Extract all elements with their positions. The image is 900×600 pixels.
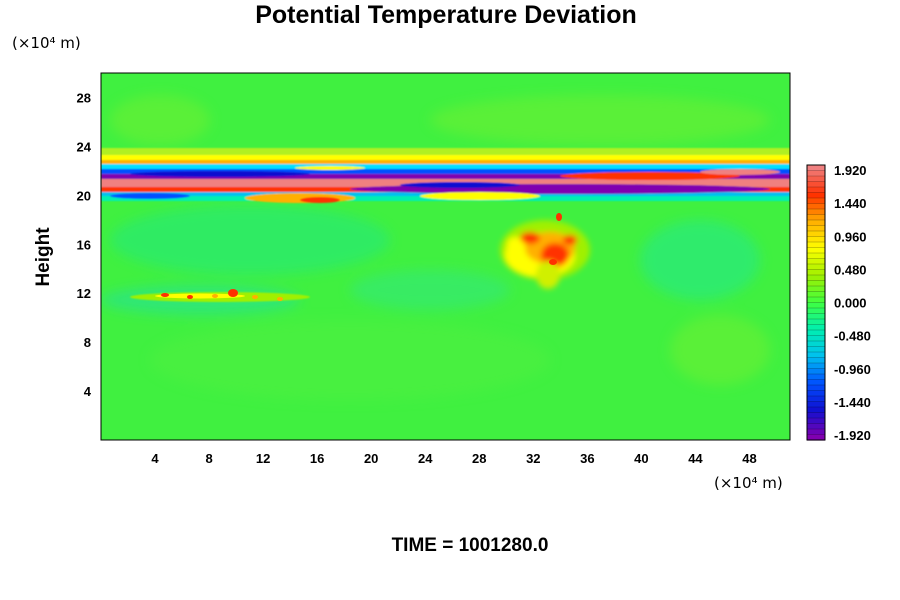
colorbar-step	[807, 280, 825, 287]
colorbar-step	[807, 165, 825, 172]
colorbar-step	[807, 357, 825, 364]
warm-line	[130, 289, 310, 302]
x-tick-label: 44	[688, 451, 703, 466]
colorbar-step	[807, 429, 825, 436]
colorbar-step	[807, 258, 825, 265]
x-tick-label: 24	[418, 451, 433, 466]
colorbar-step	[807, 264, 825, 271]
colorbar-step	[807, 390, 825, 397]
colorbar-step	[807, 374, 825, 381]
y-tick-label: 16	[77, 237, 91, 252]
colorbar-frame	[806, 164, 826, 441]
colorbar-step	[807, 286, 825, 293]
x-tick-label: 28	[472, 451, 486, 466]
colorbar-step	[807, 203, 825, 210]
plot-frame	[100, 72, 791, 441]
colorbar-step	[807, 209, 825, 216]
colorbar-step	[807, 275, 825, 282]
colorbar-step	[807, 385, 825, 392]
colorbar-label: -0.480	[834, 329, 871, 344]
warm-plume	[500, 213, 590, 289]
colorbar-step	[807, 302, 825, 309]
colorbar-step	[807, 396, 825, 403]
colorbar-step	[807, 401, 825, 408]
colorbar-step	[807, 192, 825, 199]
x-tick-label: 48	[742, 451, 756, 466]
colorbar-step	[807, 324, 825, 331]
ambient-patches	[101, 95, 770, 400]
colorbar-step	[807, 176, 825, 183]
x-tick-label: 4	[151, 451, 159, 466]
colorbar-label: -1.440	[834, 395, 871, 410]
colorbar-step	[807, 412, 825, 419]
colorbar-step	[807, 220, 825, 227]
x-tick-label: 16	[310, 451, 324, 466]
colorbar-label: -1.920	[834, 428, 871, 443]
colorbar-step	[807, 434, 825, 441]
x-axis-unit: (×10⁴ m)	[714, 474, 783, 492]
colorbar-step	[807, 236, 825, 243]
x-tick-label: 8	[205, 451, 212, 466]
colorbar-label: 0.480	[834, 262, 867, 277]
colorbar-label: 0.000	[834, 296, 867, 311]
colorbar-step	[807, 242, 825, 249]
colorbar-step	[807, 247, 825, 254]
colorbar-step	[807, 253, 825, 260]
colorbar-label: -0.960	[834, 362, 871, 377]
colorbar-step	[807, 198, 825, 205]
colorbar-step	[807, 231, 825, 238]
x-tick-label: 12	[256, 451, 270, 466]
colorbar-step	[807, 352, 825, 359]
colorbar-step	[807, 335, 825, 342]
y-axis: 4 8 12 16 20 24 28	[77, 90, 92, 399]
colorbar-label: 0.960	[834, 229, 867, 244]
colorbar-step	[807, 346, 825, 353]
colorbar-step	[807, 368, 825, 375]
x-tick-label: 36	[580, 451, 594, 466]
colorbar-step	[807, 407, 825, 414]
colorbar-label: 1.440	[834, 196, 867, 211]
colorbar-step	[807, 379, 825, 386]
colorbar-step	[807, 181, 825, 188]
y-tick-label: 8	[84, 335, 91, 350]
colorbar-step	[807, 297, 825, 304]
colorbar-step	[807, 269, 825, 276]
colorbar-step	[807, 418, 825, 425]
colorbar-step	[807, 308, 825, 315]
y-axis-label: Height	[33, 227, 54, 287]
y-tick-label: 20	[77, 188, 91, 203]
colorbar-step	[807, 225, 825, 232]
colorbar-step	[807, 330, 825, 337]
colorbar-label: 1.920	[834, 163, 867, 178]
colorbar-step	[807, 319, 825, 326]
x-axis: 4 8 12 16 20 24 28 32 36 40 44 48	[151, 451, 756, 466]
x-tick-label: 40	[634, 451, 648, 466]
colorbar-step	[807, 423, 825, 430]
y-tick-label: 24	[77, 139, 92, 154]
colorbar-step	[807, 187, 825, 194]
y-tick-label: 28	[77, 90, 91, 105]
stratosphere-band	[101, 148, 790, 203]
time-label: TIME = 1001280.0	[392, 535, 549, 556]
y-tick-label: 4	[84, 384, 92, 399]
colorbar-step	[807, 291, 825, 298]
heatmap-field	[101, 73, 790, 440]
colorbar-step	[807, 214, 825, 221]
y-axis-unit: (×10⁴ m)	[12, 34, 81, 52]
colorbar-step	[807, 341, 825, 348]
colorbar-step	[807, 313, 825, 320]
colorbar: 1.920 1.440 0.960 0.480 0.000 -0.480 -0.960 -1.…	[806, 163, 871, 443]
x-tick-label: 20	[364, 451, 378, 466]
y-tick-label: 12	[77, 286, 91, 301]
colorbar-step	[807, 170, 825, 177]
chart-title: Potential Temperature Deviation	[255, 1, 637, 29]
x-tick-label: 32	[526, 451, 540, 466]
colorbar-step	[807, 363, 825, 370]
